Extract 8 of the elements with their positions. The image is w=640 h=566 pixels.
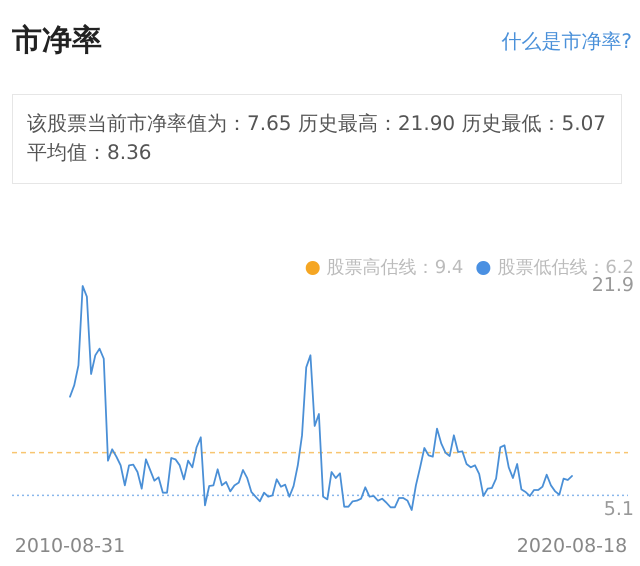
chart-title: 市净率	[12, 22, 102, 60]
chart-subtitle: 该股票当前市净率值为：7.65 历史最高：21.90 历史最低：5.07 平均值：8.36	[12, 94, 622, 184]
legend-label: 股票高估线：9.4	[326, 256, 464, 278]
line-series	[69, 285, 573, 511]
x-tick-label: 2020-08-18	[516, 535, 628, 557]
text: 什么是市净率?	[501, 28, 632, 55]
x-tick-label: 2010-08-31	[14, 535, 126, 557]
y-tick-label: 5.1	[604, 498, 634, 520]
